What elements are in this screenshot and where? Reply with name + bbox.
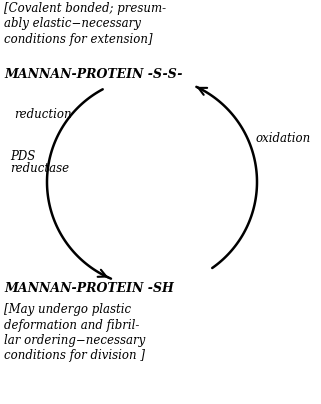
Text: deformation and fibril-: deformation and fibril-: [4, 318, 139, 332]
Text: reduction: reduction: [14, 107, 72, 120]
Text: oxidation: oxidation: [255, 133, 310, 145]
Text: lar ordering−necessary: lar ordering−necessary: [4, 334, 145, 347]
Text: ably elastic−necessary: ably elastic−necessary: [4, 17, 141, 30]
Text: PDS: PDS: [10, 149, 35, 162]
Text: [May undergo plastic: [May undergo plastic: [4, 303, 131, 316]
Text: MANNAN-PROTEIN -SH: MANNAN-PROTEIN -SH: [4, 282, 174, 295]
Text: [Covalent bonded; presum-: [Covalent bonded; presum-: [4, 2, 166, 15]
Text: reductase: reductase: [10, 162, 69, 175]
Text: conditions for extension]: conditions for extension]: [4, 33, 152, 46]
Text: MANNAN-PROTEIN -S-S-: MANNAN-PROTEIN -S-S-: [4, 67, 183, 80]
Text: conditions for division ]: conditions for division ]: [4, 349, 145, 362]
